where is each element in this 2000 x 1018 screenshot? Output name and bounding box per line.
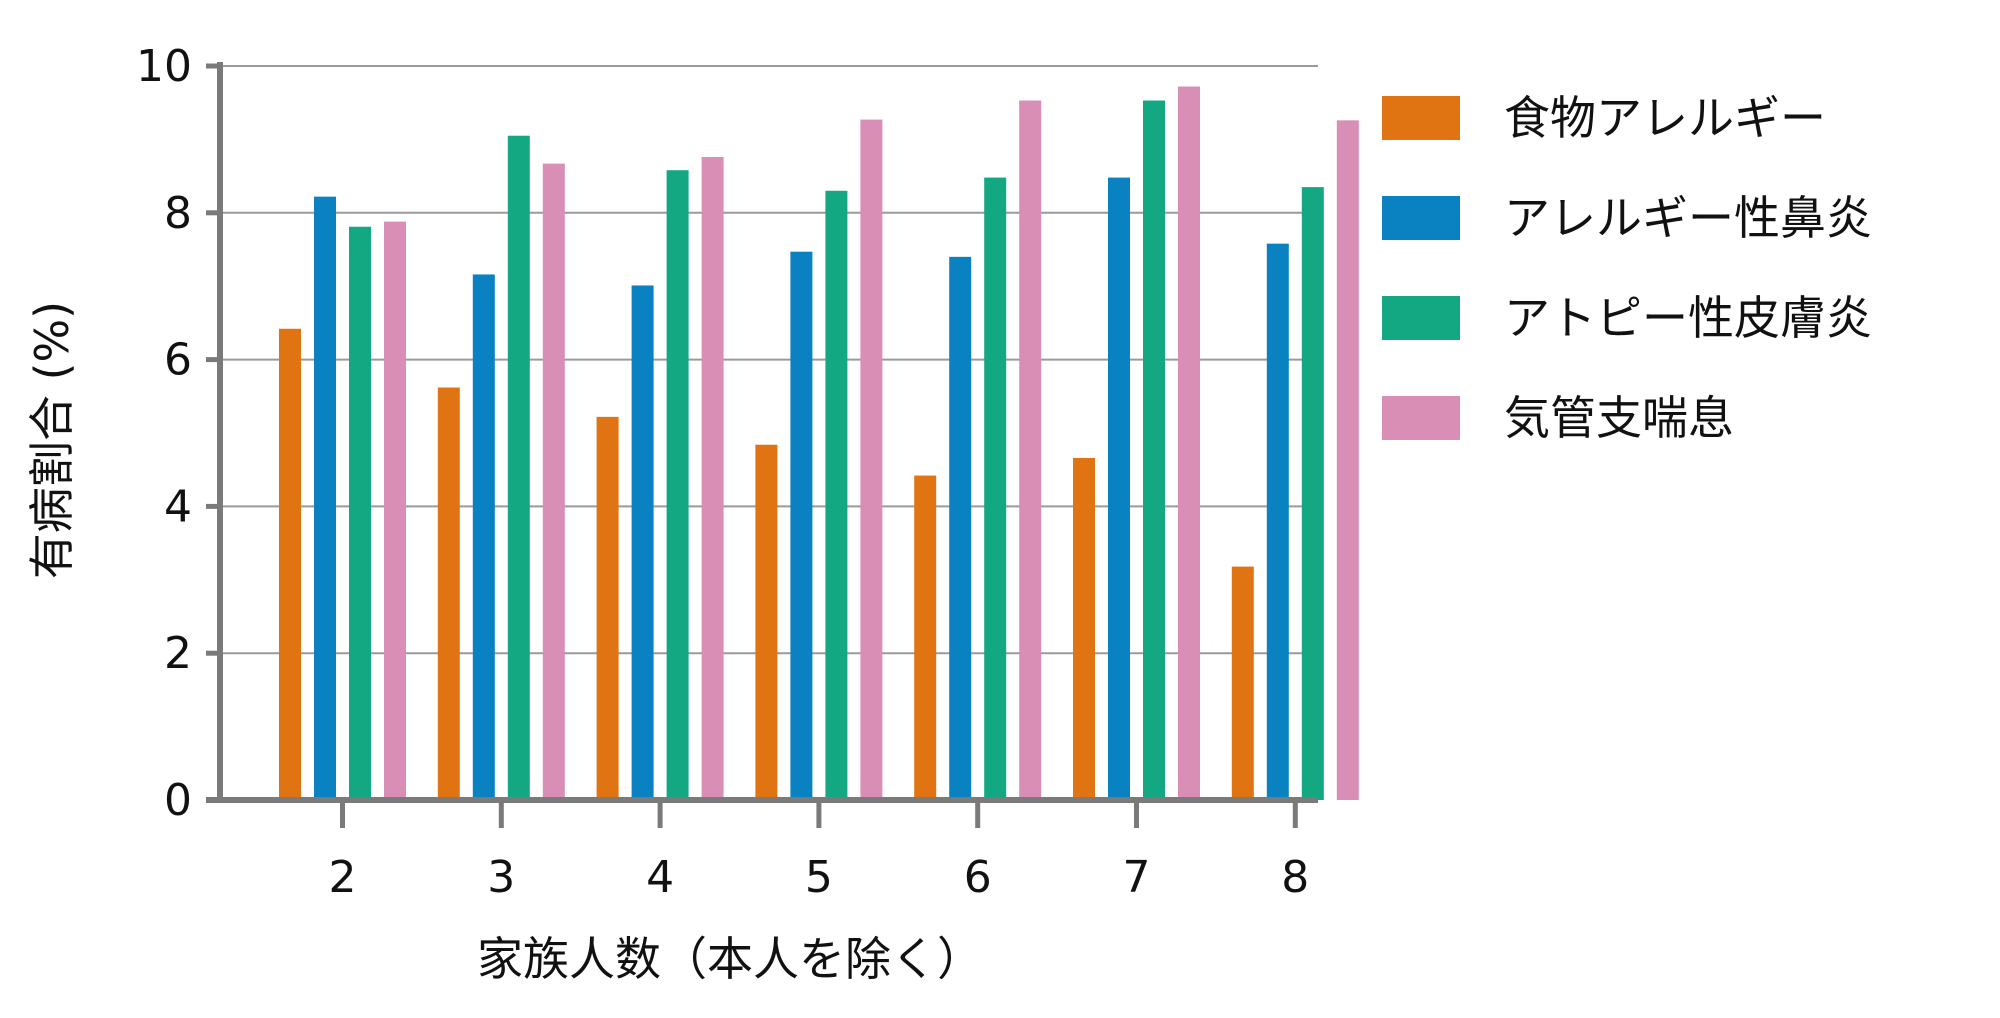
bar	[1231, 566, 1254, 800]
x-tick-label: 8	[1281, 852, 1309, 903]
bar	[790, 251, 813, 800]
bar	[349, 226, 371, 801]
bar	[860, 119, 883, 800]
bar	[949, 256, 972, 801]
bar	[1143, 100, 1165, 801]
bar	[596, 416, 619, 800]
legend-label: アレルギー性鼻炎	[1504, 191, 1872, 245]
bar	[666, 170, 689, 800]
legend-label: 食物アレルギー	[1504, 91, 1826, 145]
y-tick-label: 10	[136, 41, 192, 92]
x-tick-label: 3	[487, 852, 515, 903]
y-tick-label: 0	[164, 775, 192, 826]
bar	[314, 196, 336, 801]
legend-swatch	[1382, 96, 1460, 140]
y-tick-label: 8	[164, 188, 192, 239]
y-axis-title: 有病割合 (%)	[25, 301, 79, 579]
legend-label: 気管支喘息	[1504, 391, 1734, 445]
bar	[914, 475, 937, 800]
x-tick-label: 4	[646, 852, 674, 903]
y-tick-label: 2	[164, 628, 192, 679]
y-tick-label: 6	[164, 335, 192, 386]
x-tick-label: 2	[329, 852, 357, 903]
legend-label: アトピー性皮膚炎	[1504, 291, 1872, 345]
legend-swatch	[1382, 296, 1460, 340]
bar	[1073, 457, 1095, 800]
bar	[279, 328, 301, 800]
bar	[507, 135, 530, 801]
x-tick-label: 7	[1123, 852, 1151, 903]
y-tick-label: 4	[164, 481, 192, 532]
x-tick-label: 5	[805, 852, 833, 903]
x-axis-title: 家族人数（本人を除く）	[477, 932, 983, 986]
bar	[1266, 243, 1289, 801]
legend-swatch	[1382, 396, 1460, 440]
bar	[472, 274, 495, 800]
bar	[1108, 177, 1130, 800]
bar	[1178, 86, 1200, 800]
tick-labels: 0 2 4 6 8 10 2 3 4 5 6 7 8	[136, 41, 1309, 903]
bar	[1019, 100, 1042, 801]
bar	[542, 163, 565, 800]
bars	[279, 86, 1359, 801]
bar	[825, 190, 848, 800]
bar	[1336, 120, 1359, 801]
bar	[437, 387, 460, 800]
bar	[755, 444, 778, 800]
axes	[206, 62, 1318, 828]
bar	[984, 177, 1007, 800]
x-tick-label: 6	[964, 852, 992, 903]
bar	[384, 221, 406, 800]
bar	[1301, 187, 1324, 801]
bar	[631, 285, 654, 800]
bar	[701, 157, 724, 801]
legend-swatch	[1382, 196, 1460, 240]
